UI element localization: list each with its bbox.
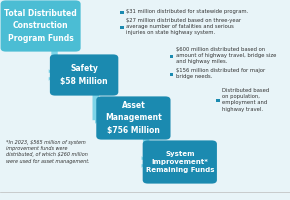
FancyBboxPatch shape (96, 96, 171, 140)
FancyBboxPatch shape (120, 11, 124, 14)
Text: System
Improvement*
Remaining Funds: System Improvement* Remaining Funds (146, 151, 214, 173)
FancyBboxPatch shape (143, 140, 217, 184)
Text: $27 million distributed based on three-year
average number of fatalities and ser: $27 million distributed based on three-y… (126, 18, 242, 35)
Text: $600 million distributed based on
amount of highway travel, bridge size
and high: $600 million distributed based on amount… (176, 47, 276, 64)
FancyBboxPatch shape (170, 55, 173, 58)
FancyBboxPatch shape (50, 54, 118, 96)
Polygon shape (142, 136, 149, 168)
Text: $31 million distributed for statewide program.: $31 million distributed for statewide pr… (126, 9, 249, 14)
Polygon shape (93, 92, 102, 124)
Text: *In 2023, $565 million of system
improvement funds were
distributed, of which $2: *In 2023, $565 million of system improve… (6, 140, 89, 164)
Text: Distributed based
on population,
employment and
highway travel.: Distributed based on population, employm… (222, 88, 269, 112)
FancyBboxPatch shape (120, 26, 124, 29)
FancyBboxPatch shape (170, 73, 173, 76)
FancyBboxPatch shape (1, 0, 81, 52)
Text: Safety
$58 Million: Safety $58 Million (60, 64, 108, 86)
FancyBboxPatch shape (216, 99, 220, 102)
Text: Total Distributed
Construction
Program Funds: Total Distributed Construction Program F… (4, 9, 77, 43)
Text: Asset
Management
$756 Million: Asset Management $756 Million (105, 101, 162, 135)
Polygon shape (49, 48, 58, 81)
Text: $156 million distributed for major
bridge needs.: $156 million distributed for major bridg… (176, 68, 265, 79)
